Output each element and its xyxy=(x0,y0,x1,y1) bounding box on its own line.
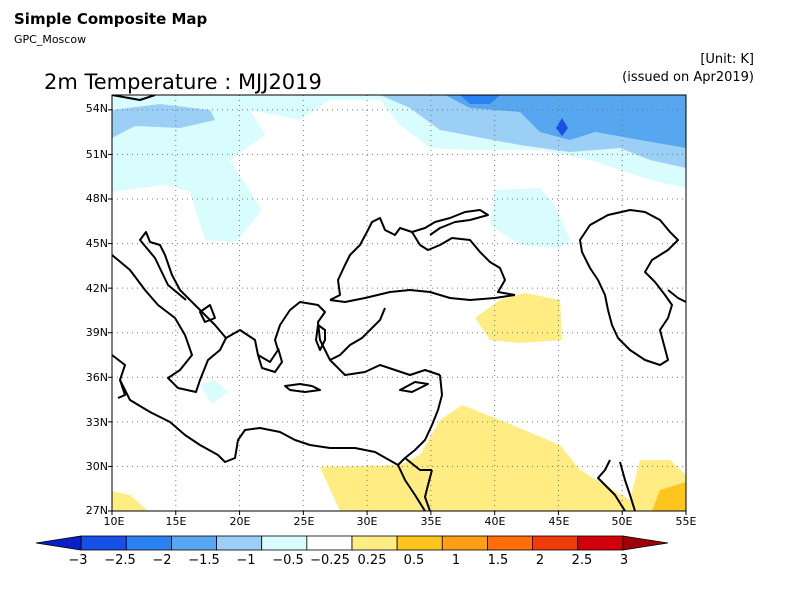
colorbar-label: 1 xyxy=(451,553,461,568)
anomaly-region-medium-blue xyxy=(445,95,686,148)
lon-label: 20E xyxy=(229,515,251,528)
lat-label: 48N xyxy=(85,192,108,205)
colorbar-swatch xyxy=(216,535,263,551)
lon-label: 25E xyxy=(293,515,315,528)
colorbar-swatch xyxy=(306,535,353,551)
colorbar-label: 0.25 xyxy=(357,553,387,568)
anomaly-region-light-cyan-2 xyxy=(490,188,570,248)
anomaly-region-light-blue xyxy=(112,104,215,138)
lon-label: 45E xyxy=(548,515,570,528)
colorbar-swatch xyxy=(577,535,624,551)
lat-label: 30N xyxy=(85,460,108,473)
anomaly-region-orange xyxy=(652,482,686,511)
colorbar-label: −1.5 xyxy=(188,553,220,568)
gridlines xyxy=(112,95,686,511)
source-label: GPC_Moscow xyxy=(14,33,87,46)
colorbar-label: −0.25 xyxy=(310,553,350,568)
unit-label: [Unit: K] xyxy=(700,52,754,67)
colorbar-swatch xyxy=(125,535,172,551)
colorbar-swatch xyxy=(80,535,127,551)
lat-label: 51N xyxy=(85,148,108,161)
map-frame xyxy=(111,94,687,512)
lat-label: 27N xyxy=(85,504,108,517)
colorbar-swatch xyxy=(261,535,308,551)
issued-label: (issued on Apr2019) xyxy=(622,70,754,85)
coastlines xyxy=(112,95,686,511)
colorbar-swatch xyxy=(171,535,217,551)
lon-label: 50E xyxy=(611,515,633,528)
lat-label: 36N xyxy=(85,371,108,384)
lat-label: 39N xyxy=(85,326,108,339)
anomaly-region-yellow-2 xyxy=(320,405,686,511)
anomaly-shading xyxy=(112,95,686,511)
colorbar-swatch xyxy=(622,535,669,551)
lon-label: 55E xyxy=(675,515,697,528)
colorbar-label: −3 xyxy=(68,553,88,568)
colorbar-label: −1 xyxy=(236,553,256,568)
app-title: Simple Composite Map xyxy=(14,10,208,28)
colorbar-swatch xyxy=(441,535,488,551)
colorbar-swatch xyxy=(351,535,398,551)
anomaly-region-light-cyan-3 xyxy=(200,380,228,404)
lon-label: 15E xyxy=(165,515,187,528)
anomaly-region-dark-blue xyxy=(556,118,568,136)
lat-label: 45N xyxy=(85,237,108,250)
lat-label: 33N xyxy=(85,416,108,429)
lon-label: 10E xyxy=(103,515,125,528)
lat-label: 42N xyxy=(85,282,108,295)
colorbar-label: −2.5 xyxy=(104,553,136,568)
colorbar xyxy=(35,535,669,551)
colorbar-label: 2.5 xyxy=(571,553,593,568)
anomaly-region-yellow xyxy=(475,293,562,343)
map-title: 2m Temperature : MJJ2019 xyxy=(44,70,322,94)
anomaly-region-yellow-3 xyxy=(112,491,148,511)
colorbar-swatch xyxy=(487,535,533,551)
lon-label: 35E xyxy=(420,515,442,528)
colorbar-label: 3 xyxy=(619,553,629,568)
lon-label: 30E xyxy=(356,515,378,528)
colorbar-swatch xyxy=(35,535,82,551)
colorbar-label: 0.5 xyxy=(403,553,425,568)
colorbar-label: 2 xyxy=(535,553,545,568)
lat-label: 54N xyxy=(85,102,108,115)
lon-label: 40E xyxy=(484,515,506,528)
anomaly-region-blue xyxy=(460,95,500,104)
colorbar-label: −0.5 xyxy=(272,553,304,568)
colorbar-label: 1.5 xyxy=(487,553,509,568)
colorbar-swatch xyxy=(396,535,443,551)
colorbar-swatch xyxy=(532,535,579,551)
colorbar-label: −2 xyxy=(152,553,172,568)
